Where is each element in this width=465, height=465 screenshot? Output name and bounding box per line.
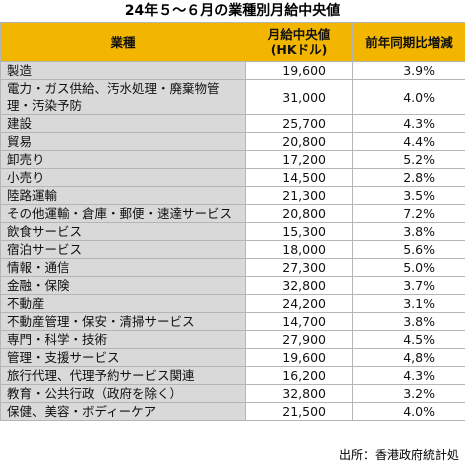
industry-cell: 製造 bbox=[0, 61, 246, 80]
table-row: 教育・公共行政（政府を除く） 32,800 3.2% bbox=[0, 384, 465, 403]
median-cell: 32,800 bbox=[245, 384, 353, 403]
industry-cell: その他運輸・倉庫・郵便・速達サービス bbox=[0, 204, 246, 223]
median-cell: 27,900 bbox=[245, 330, 353, 349]
change-cell: 3.7% bbox=[352, 276, 465, 295]
change-cell: 4.0% bbox=[352, 402, 465, 421]
median-cell: 20,800 bbox=[245, 204, 353, 223]
industry-cell: 建設 bbox=[0, 114, 246, 133]
change-cell: 2.8% bbox=[352, 168, 465, 187]
industry-cell: 情報・通信 bbox=[0, 258, 246, 277]
table-row: 専門・科学・技術 27,900 4.5% bbox=[0, 330, 465, 349]
table-row: 旅行代理、代理予約サービス関連 16,200 4.3% bbox=[0, 366, 465, 385]
table-row: 貿易 20,800 4.4% bbox=[0, 132, 465, 151]
median-cell: 27,300 bbox=[245, 258, 353, 277]
table-body: 製造 19,600 3.9% 電力・ガス供給、汚水処理・廃棄物管理・汚染予防 31,00… bbox=[0, 61, 465, 421]
industry-cell: 不動産 bbox=[0, 294, 246, 313]
median-cell: 19,600 bbox=[245, 61, 353, 80]
industry-cell: 保健、美容・ボディーケア bbox=[0, 402, 246, 421]
median-cell: 16,200 bbox=[245, 366, 353, 385]
change-cell: 3.8% bbox=[352, 222, 465, 241]
change-cell: 3.8% bbox=[352, 312, 465, 331]
industry-cell: 小売り bbox=[0, 168, 246, 187]
median-cell: 14,700 bbox=[245, 312, 353, 331]
table-row: 宿泊サービス 18,000 5.6% bbox=[0, 240, 465, 259]
table-row: 管理・支援サービス 19,600 4,8% bbox=[0, 348, 465, 367]
industry-cell: 教育・公共行政（政府を除く） bbox=[0, 384, 246, 403]
median-cell: 21,300 bbox=[245, 186, 353, 205]
change-cell: 5.6% bbox=[352, 240, 465, 259]
source: 出所：香港政府統計処 bbox=[338, 448, 459, 462]
header-row: 業種 月給中央値 (HKドル) 前年同期比増減 bbox=[0, 22, 465, 62]
median-cell: 24,200 bbox=[245, 294, 353, 313]
industry-cell: 電力・ガス供給、汚水処理・廃棄物管理・汚染予防 bbox=[0, 79, 246, 115]
change-cell: 3.2% bbox=[352, 384, 465, 403]
change-cell: 4.5% bbox=[352, 330, 465, 349]
change-cell: 5.0% bbox=[352, 258, 465, 277]
table-row: 卸売り 17,200 5.2% bbox=[0, 150, 465, 169]
change-cell: 4.4% bbox=[352, 132, 465, 151]
median-cell: 17,200 bbox=[245, 150, 353, 169]
change-cell: 3.5% bbox=[352, 186, 465, 205]
change-cell: 4.0% bbox=[352, 79, 465, 115]
table-row: 陸路運輸 21,300 3.5% bbox=[0, 186, 465, 205]
table-row: 不動産 24,200 3.1% bbox=[0, 294, 465, 313]
median-cell: 25,700 bbox=[245, 114, 353, 133]
median-cell: 20,800 bbox=[245, 132, 353, 151]
change-cell: 3.9% bbox=[352, 61, 465, 80]
industry-cell: 管理・支援サービス bbox=[0, 348, 246, 367]
industry-cell: 飲食サービス bbox=[0, 222, 246, 241]
table-row: 保健、美容・ボディーケア 21,500 4.0% bbox=[0, 402, 465, 421]
industry-cell: 貿易 bbox=[0, 132, 246, 151]
industry-cell: 金融・保険 bbox=[0, 276, 246, 295]
change-cell: 7.2% bbox=[352, 204, 465, 223]
industry-cell: 宿泊サービス bbox=[0, 240, 246, 259]
table-row: 製造 19,600 3.9% bbox=[0, 61, 465, 80]
header-cell: 前年同期比増減 bbox=[352, 22, 465, 62]
table-row: 不動産管理・保安・清掃サービス 14,700 3.8% bbox=[0, 312, 465, 331]
industry-cell: 陸路運輸 bbox=[0, 186, 246, 205]
change-cell: 4.3% bbox=[352, 114, 465, 133]
table: 業種 月給中央値 (HKドル) 前年同期比増減 製造 19,600 3.9% 電力・ガス供… bbox=[0, 22, 465, 421]
change-cell: 4.3% bbox=[352, 366, 465, 385]
title: 24年５～６月の業種別月給中央値 bbox=[124, 3, 341, 19]
change-cell: 4,8% bbox=[352, 348, 465, 367]
header-cell: 業種 bbox=[0, 22, 246, 62]
table-row: 小売り 14,500 2.8% bbox=[0, 168, 465, 187]
median-cell: 31,000 bbox=[245, 79, 353, 115]
table-row: 建設 25,700 4.3% bbox=[0, 114, 465, 133]
change-cell: 5.2% bbox=[352, 150, 465, 169]
industry-cell: 旅行代理、代理予約サービス関連 bbox=[0, 366, 246, 385]
median-cell: 18,000 bbox=[245, 240, 353, 259]
median-cell: 32,800 bbox=[245, 276, 353, 295]
table-row: 情報・通信 27,300 5.0% bbox=[0, 258, 465, 277]
change-cell: 3.1% bbox=[352, 294, 465, 313]
industry-cell: 卸売り bbox=[0, 150, 246, 169]
table-row: 金融・保険 32,800 3.7% bbox=[0, 276, 465, 295]
table-row: その他運輸・倉庫・郵便・速達サービス 20,800 7.2% bbox=[0, 204, 465, 223]
median-cell: 19,600 bbox=[245, 348, 353, 367]
industry-cell: 専門・科学・技術 bbox=[0, 330, 246, 349]
industry-cell: 不動産管理・保安・清掃サービス bbox=[0, 312, 246, 331]
median-cell: 14,500 bbox=[245, 168, 353, 187]
median-cell: 21,500 bbox=[245, 402, 353, 421]
table-row: 飲食サービス 15,300 3.8% bbox=[0, 222, 465, 241]
table-row: 電力・ガス供給、汚水処理・廃棄物管理・汚染予防 31,000 4.0% bbox=[0, 79, 465, 115]
header-cell: 月給中央値 (HKドル) bbox=[245, 22, 353, 62]
median-cell: 15,300 bbox=[245, 222, 353, 241]
